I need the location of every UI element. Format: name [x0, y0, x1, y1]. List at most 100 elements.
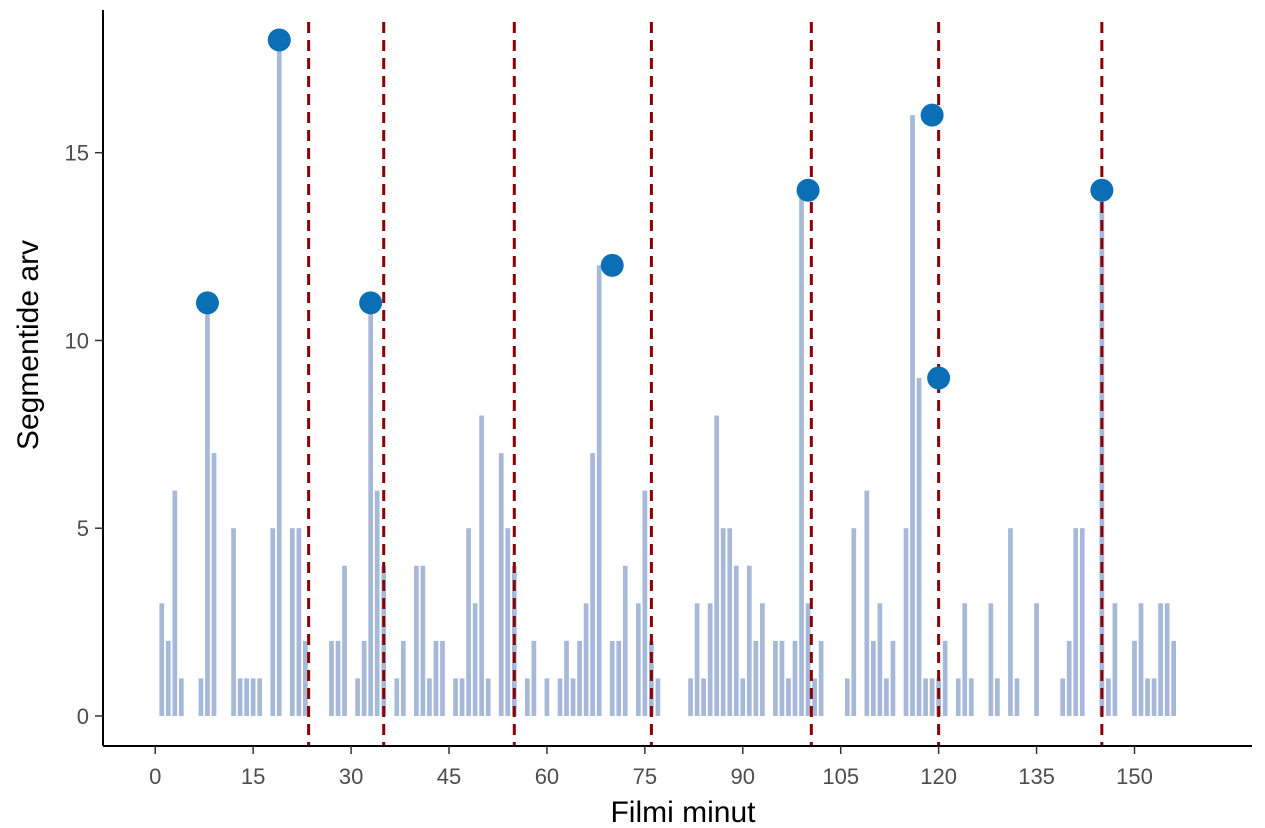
bar-minute-53: [498, 453, 504, 716]
x-tick-label-30: 30: [339, 764, 363, 789]
bar-minute-125: [968, 678, 974, 716]
bar-minute-132: [1014, 678, 1020, 716]
bar-minute-64: [570, 678, 576, 716]
bar-minute-54: [505, 528, 511, 716]
bar-minute-46: [453, 678, 458, 716]
bar-minute-89: [733, 565, 739, 716]
bar-minute-118: [923, 678, 928, 716]
bar-minute-23: [303, 640, 308, 716]
bar-minute-50: [479, 415, 484, 716]
bar-minute-121: [942, 640, 948, 716]
y-tick-label-15: 15: [65, 141, 89, 166]
highlight-point-33: [359, 291, 383, 315]
bar-minute-57: [525, 678, 530, 716]
bar-minute-99: [799, 190, 804, 716]
highlight-point-8: [195, 291, 219, 315]
bar-minute-75: [642, 490, 648, 716]
bar-minute-129: [995, 678, 1000, 716]
bar-minute-62: [557, 678, 563, 716]
bar-minute-140: [1066, 640, 1072, 716]
bar-minute-44: [440, 640, 445, 716]
bar-minute-13: [237, 678, 243, 716]
bar-minute-37: [394, 678, 400, 716]
bar-minute-106: [844, 678, 850, 716]
bar-minute-97: [786, 678, 791, 716]
bars-layer: [159, 40, 1177, 716]
bar-minute-100: [805, 603, 811, 716]
bar-minute-7: [198, 678, 204, 716]
y-axis-title: Segmentide arv: [12, 240, 45, 450]
bar-minute-128: [988, 603, 994, 716]
bar-minute-102: [818, 640, 824, 716]
bar-minute-1: [159, 603, 165, 716]
bar-minute-139: [1060, 678, 1066, 716]
bar-minute-145: [1099, 190, 1105, 716]
bar-minute-141: [1073, 528, 1079, 716]
bar-minute-112: [884, 678, 889, 716]
y-tick-label-10: 10: [65, 328, 89, 353]
bar-minute-42: [427, 678, 432, 716]
bar-minute-92: [753, 640, 759, 716]
bar-minute-16: [257, 678, 263, 716]
highlight-point-145: [1090, 178, 1114, 202]
bar-minute-107: [851, 528, 857, 716]
bar-minute-14: [244, 678, 249, 716]
bar-minute-38: [400, 640, 406, 716]
bar-minute-109: [864, 490, 870, 716]
highlight-point-100: [796, 178, 820, 202]
bar-minute-68: [596, 265, 602, 716]
highlight-point-120: [927, 366, 951, 390]
highlight-point-119: [920, 103, 944, 127]
highlight-point-19: [267, 28, 291, 52]
bar-minute-101: [812, 678, 817, 716]
bar-minute-95: [773, 640, 778, 716]
bar-minute-98: [792, 640, 798, 716]
bar-minute-150: [1132, 640, 1137, 716]
cut-lines-layer: [307, 22, 1104, 746]
bar-minute-41: [420, 565, 426, 716]
highlight-point-70: [600, 253, 624, 277]
bar-minute-91: [746, 565, 752, 716]
x-tick-label-150: 150: [1116, 764, 1153, 789]
bar-minute-135: [1034, 603, 1039, 716]
highlight-points-layer: [195, 28, 1114, 390]
bar-minute-156: [1171, 640, 1177, 716]
bar-minute-131: [1008, 528, 1013, 716]
bar-minute-15: [250, 678, 256, 716]
bar-minute-33: [368, 302, 374, 716]
bar-minute-83: [694, 603, 700, 716]
x-tick-label-75: 75: [633, 764, 657, 789]
bar-minute-85: [707, 603, 713, 716]
x-axis-title: Filmi minut: [610, 796, 756, 828]
bar-minute-34: [374, 490, 380, 716]
bar-minute-21: [289, 528, 295, 716]
bar-minute-152: [1145, 678, 1150, 716]
x-tick-label-135: 135: [1018, 764, 1055, 789]
bar-minute-119: [929, 678, 935, 716]
x-tick-label-60: 60: [535, 764, 559, 789]
y-tick-label-0: 0: [77, 704, 89, 729]
bar-minute-111: [877, 603, 883, 716]
bar-minute-40: [414, 565, 419, 716]
bar-minute-117: [916, 378, 922, 716]
bar-minute-151: [1138, 603, 1144, 716]
bar-minute-65: [577, 640, 582, 716]
bar-minute-74: [635, 603, 641, 716]
bar-minute-43: [433, 640, 439, 716]
bar-minute-2: [165, 640, 171, 716]
bar-minute-29: [342, 565, 347, 716]
bar-minute-88: [727, 528, 733, 716]
x-tick-label-120: 120: [920, 764, 957, 789]
bar-minute-63: [564, 640, 569, 716]
bar-minute-87: [720, 528, 726, 716]
bar-minute-12: [231, 528, 236, 716]
bar-minute-154: [1158, 603, 1163, 716]
bar-minute-28: [335, 640, 341, 716]
bar-minute-47: [459, 678, 465, 716]
bar-minute-96: [779, 640, 785, 716]
bar-minute-19: [276, 40, 282, 716]
bar-minute-93: [760, 603, 765, 716]
bar-minute-142: [1079, 528, 1085, 716]
bar-minute-71: [616, 640, 622, 716]
